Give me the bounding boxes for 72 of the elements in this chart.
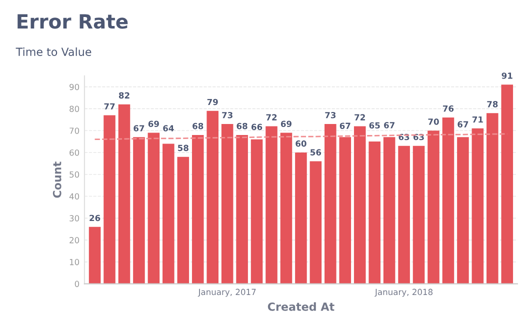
bar [486,113,498,284]
bar [280,132,292,284]
bar [339,137,352,284]
bar [368,142,380,284]
data-label: 82 [118,92,130,99]
bar [206,110,218,284]
bar [428,130,440,284]
y-tick-label: 0 [74,280,80,288]
y-tick-label: 90 [70,84,80,90]
data-label: 64 [163,125,174,132]
data-label: 77 [104,103,115,110]
bar [236,134,248,284]
data-label: 79 [207,98,218,106]
data-label: 58 [178,144,188,152]
y-tick-label: 20 [70,237,80,244]
data-label: 71 [472,116,483,123]
x-tick-label: January, 2017 [198,288,256,297]
bar [104,115,116,284]
data-label: 60 [296,140,306,147]
data-label: 67 [384,122,394,128]
data-label: 72 [266,114,277,120]
bar [133,137,145,284]
bar [398,146,410,284]
bar [118,104,130,284]
bar [354,126,366,284]
bar [457,137,469,284]
chart-subtitle: Time to Value [16,47,92,56]
bar [177,156,190,284]
y-tick-label: 80 [70,106,80,112]
bar [148,132,160,284]
data-label: 56 [310,149,322,156]
data-label: 69 [148,120,159,128]
data-label: 91 [502,72,512,79]
x-tick-label: January, 2018 [374,288,433,297]
y-tick-label: 10 [70,258,80,266]
bar [383,137,396,284]
x-axis-title: Created At [268,302,334,311]
chart-title: Error Rate [18,14,128,29]
bar [324,124,336,284]
bar [266,126,278,284]
bar [442,117,454,284]
bar [192,134,204,284]
data-label: 66 [252,124,262,130]
data-label: 26 [90,214,100,222]
data-label: 69 [280,120,292,128]
bar [250,139,263,284]
data-label: 67 [458,121,468,128]
data-label: 67 [134,125,144,132]
data-label: 76 [442,105,454,112]
data-label: 73 [222,112,232,118]
bar [310,161,322,284]
data-label: 68 [192,122,204,130]
bar [501,84,514,284]
data-label: 70 [428,118,439,125]
bar [221,124,234,284]
data-label: 65 [369,122,380,129]
data-label: 67 [340,122,350,129]
bar [412,146,425,284]
y-tick-label: 60 [70,149,80,156]
y-tick-label: 50 [70,171,80,178]
data-label: 68 [236,122,248,130]
data-label: 72 [354,114,365,120]
data-label: 73 [325,112,336,118]
bar [295,152,307,284]
y-tick-label: 40 [69,193,80,200]
data-label: 78 [487,101,498,108]
bar [88,226,101,284]
bar [162,144,174,284]
bar [472,128,484,284]
y-axis-title: Count [52,162,62,198]
y-tick-label: 70 [70,128,80,134]
y-tick-label: 30 [70,215,80,222]
